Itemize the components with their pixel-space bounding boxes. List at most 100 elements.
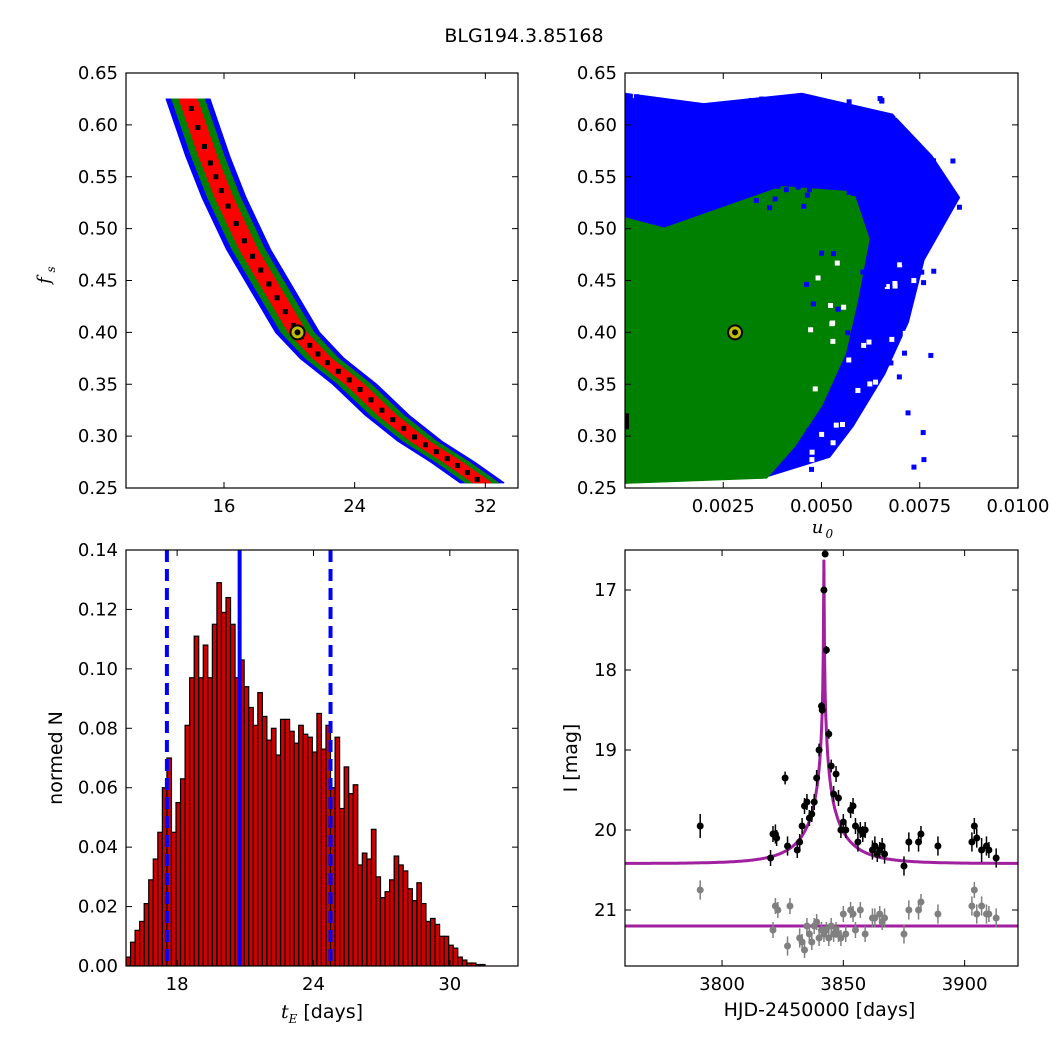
residual-point (968, 902, 976, 910)
histogram-bar (434, 923, 441, 966)
x-axis-label-sub: 0 (826, 527, 834, 541)
histogram-cell (940, 123, 946, 129)
histogram-cell (775, 183, 781, 189)
histogram-cell (942, 108, 948, 114)
histogram-bar (189, 677, 195, 966)
data-point (832, 770, 840, 778)
residual-point (934, 910, 942, 918)
x-tick-label: 30 (438, 974, 461, 995)
credible-region-green (625, 186, 870, 484)
y-tick-label: 0.04 (78, 837, 118, 858)
residual-point (992, 914, 1000, 922)
histogram-cell (766, 184, 772, 190)
lightcurve-panel: 3800 3850 3900 17 18 19 20 21 I [mag] HJD-2450000… (560, 549, 1019, 1021)
data-point (822, 646, 830, 654)
histogram-bar (339, 807, 345, 966)
histogram-cell (772, 168, 778, 174)
histogram-bar (370, 828, 377, 966)
histogram-cell (889, 267, 895, 273)
histogram-cell (890, 133, 896, 139)
histogram-cell (801, 203, 807, 209)
data-point (781, 774, 789, 782)
histogram-cell (883, 146, 889, 152)
histogram-cell (889, 336, 895, 342)
histogram-cell (744, 159, 750, 165)
peak-density-pixel (233, 220, 239, 226)
histogram-bar (389, 879, 395, 966)
peak-density-pixel (357, 386, 363, 392)
histogram-cell (809, 457, 815, 463)
histogram-cell (855, 154, 861, 160)
histogram-cell (879, 97, 885, 103)
histogram-cell (716, 117, 722, 123)
histogram-cell (882, 289, 888, 295)
x-tick-label: 32 (474, 496, 497, 517)
y-tick-label: 0.06 (78, 778, 118, 799)
data-point (978, 846, 986, 854)
histogram-bar (334, 736, 341, 966)
histogram-cell (892, 283, 898, 289)
x-axis-label: HJD-2450000 [days] (724, 999, 916, 1021)
histogram-cell (936, 105, 942, 111)
histogram-cell (841, 179, 847, 185)
histogram-cell (915, 166, 921, 172)
residual-point (774, 906, 782, 914)
data-point (815, 746, 823, 754)
histogram-cell (633, 191, 639, 197)
histogram-cell (787, 134, 793, 140)
residual-point (849, 910, 857, 918)
x-tick-label: 3900 (942, 974, 988, 995)
data-point (834, 794, 842, 802)
histogram-cell (913, 394, 919, 400)
histogram-bar (261, 715, 268, 966)
histogram-bar (266, 739, 273, 966)
histogram-cell (808, 327, 814, 333)
histogram-bar (384, 891, 391, 966)
histogram-cell (748, 97, 754, 103)
residual-point (881, 914, 889, 922)
y-tick-label: 0.35 (78, 374, 118, 395)
peak-density-pixel (218, 188, 224, 194)
histogram-bar (461, 959, 468, 966)
histogram-cell (905, 410, 911, 416)
histogram-cell (800, 146, 806, 152)
residual-point (769, 926, 777, 934)
peak-density-pixel (379, 407, 385, 413)
histogram-cell (661, 206, 667, 212)
residual-point (825, 934, 833, 942)
histogram-bar (302, 733, 309, 966)
y-tick-label: 0.60 (577, 115, 617, 136)
histogram-cell (783, 187, 789, 193)
histogram-cell (881, 166, 887, 172)
histogram-cell (968, 155, 974, 161)
peak-density-pixel (307, 342, 313, 348)
histogram-cell (924, 128, 930, 134)
histogram-cell (670, 105, 676, 111)
histogram-bar (248, 706, 254, 966)
histogram-bar (284, 718, 291, 966)
histogram-cell (921, 457, 927, 463)
histogram-cell (920, 430, 926, 436)
histogram-bar (220, 611, 227, 966)
data-point (851, 822, 859, 830)
histogram-cell (910, 93, 916, 99)
histogram-cell (834, 260, 840, 266)
histogram-cell (652, 173, 658, 179)
histogram-cell (847, 143, 853, 149)
y-tick-label: 0.25 (577, 478, 617, 499)
histogram-cell (831, 179, 837, 185)
histogram-cell (766, 156, 772, 162)
histogram-bar (216, 582, 223, 966)
y-axis-label-sub: s (44, 266, 58, 272)
histogram-cell (855, 327, 861, 333)
x-tick-label: 0.0025 (692, 496, 755, 517)
histogram-cell (715, 151, 721, 157)
histogram-bar (229, 623, 236, 966)
histogram-cell (921, 312, 927, 318)
peak-density-pixel (274, 295, 280, 301)
histogram-bar (366, 858, 373, 966)
y-tick-label: 18 (594, 660, 617, 681)
histogram-cell (639, 95, 645, 101)
histogram-cell (900, 249, 906, 255)
